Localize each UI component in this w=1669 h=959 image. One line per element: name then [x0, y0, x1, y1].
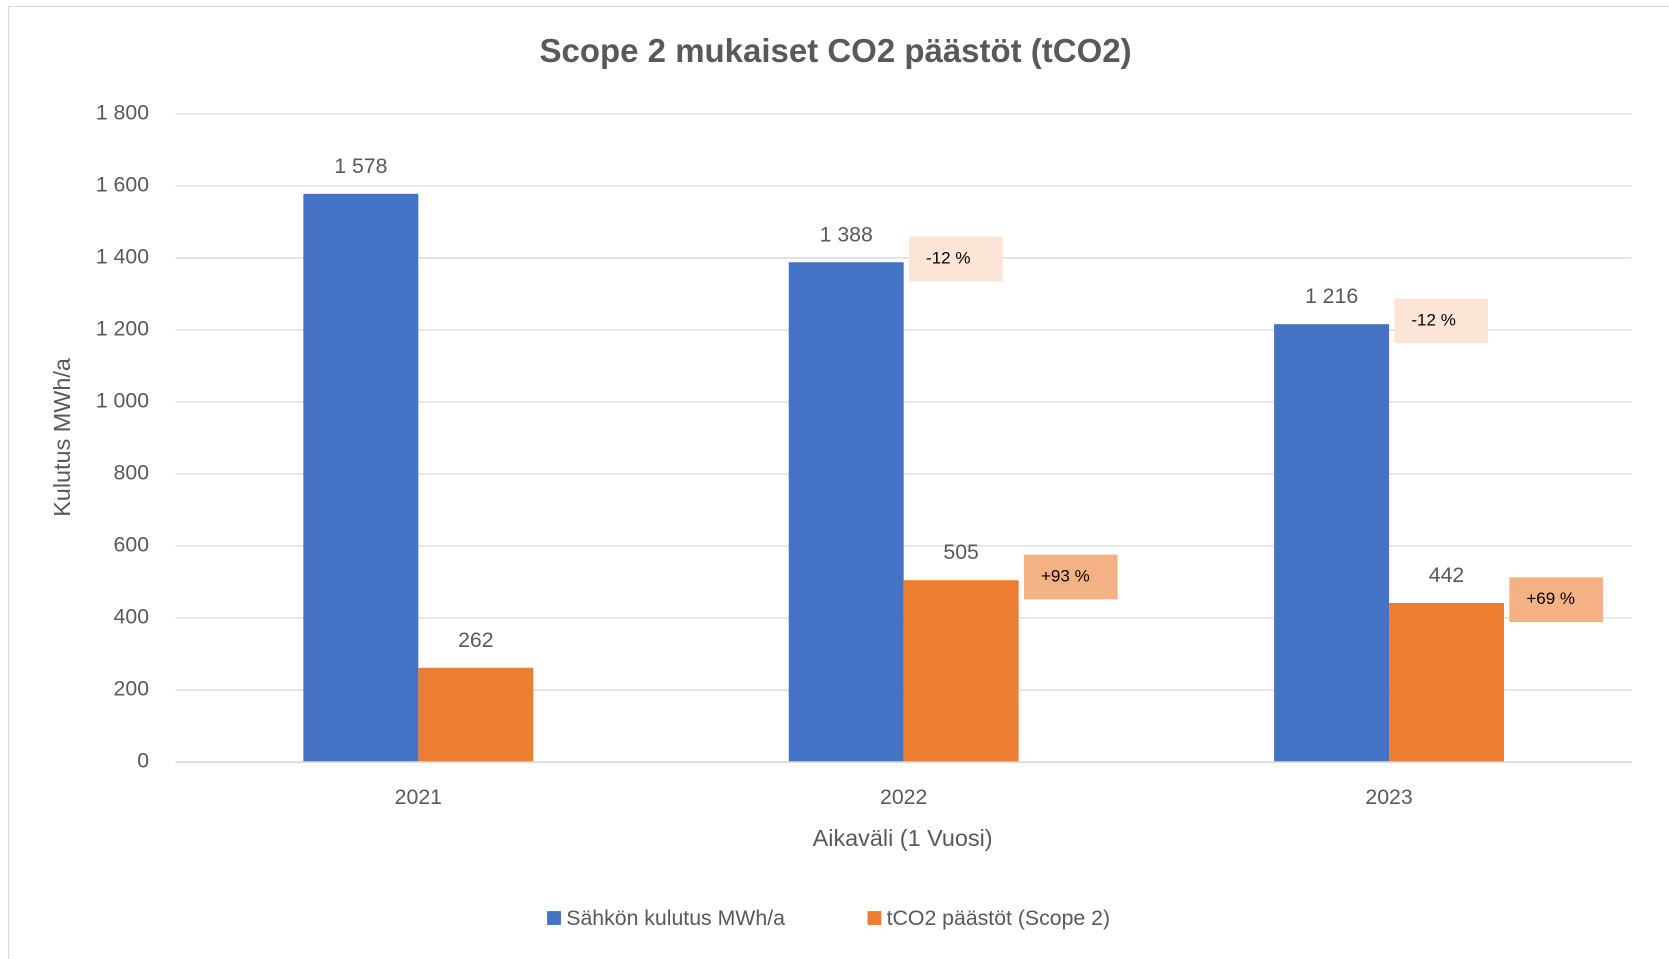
y-tick-label: 1 200 [96, 317, 149, 341]
legend-swatch [867, 911, 882, 925]
chart-title: Scope 2 mukaiset CO2 päästöt (tCO2) [540, 32, 1132, 69]
x-axis-label: Aikaväli (1 Vuosi) [813, 825, 993, 851]
y-axis-label: Kulutus MWh/a [49, 357, 75, 517]
data-label: 505 [943, 540, 978, 564]
bar [303, 193, 419, 763]
bar [788, 262, 904, 763]
y-tick-label: 600 [114, 533, 149, 557]
data-label: 1 216 [1305, 284, 1358, 308]
y-tick-label: 1 400 [96, 245, 149, 269]
change-label: +69 % [1526, 589, 1575, 608]
y-tick-label: 400 [114, 605, 149, 629]
bar [1389, 602, 1504, 763]
legend-label: Sähkön kulutus MWh/a [566, 906, 785, 930]
change-box [1023, 554, 1118, 600]
change-box [909, 236, 1003, 282]
change-box [1394, 298, 1489, 344]
change-box [1509, 577, 1603, 623]
data-label: 1 388 [820, 222, 873, 246]
chart-border [8, 5, 1669, 959]
y-tick-label: 1 600 [96, 173, 149, 197]
bar [418, 667, 534, 763]
x-tick-label: 2023 [1365, 785, 1412, 809]
legend-label: tCO2 päästöt (Scope 2) [887, 906, 1110, 930]
y-tick-label: 800 [114, 461, 149, 485]
change-label: +93 % [1041, 567, 1090, 586]
data-label: 262 [458, 628, 493, 652]
y-tick-label: 200 [114, 677, 149, 701]
change-label: -12 % [926, 249, 970, 268]
change-label: -12 % [1411, 311, 1455, 330]
x-tick-label: 2021 [395, 785, 442, 809]
bar [903, 580, 1019, 763]
x-tick-label: 2022 [880, 785, 927, 809]
y-tick-label: 0 [137, 749, 149, 773]
y-tick-label: 1 800 [96, 101, 149, 125]
legend-swatch [547, 911, 561, 925]
data-label: 442 [1429, 563, 1464, 587]
y-tick-label: 1 000 [96, 389, 149, 413]
data-label: 1 578 [334, 154, 387, 178]
bar [1274, 324, 1390, 763]
